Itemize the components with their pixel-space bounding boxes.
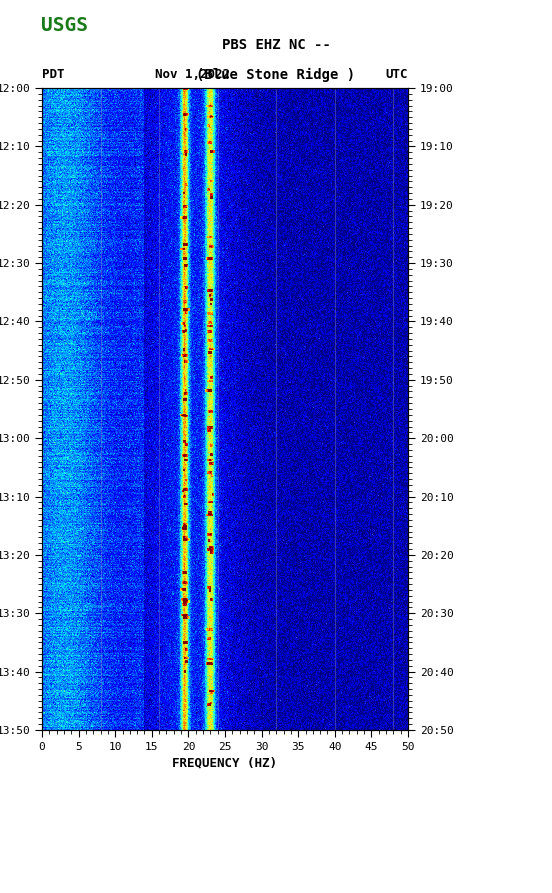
- X-axis label: FREQUENCY (HZ): FREQUENCY (HZ): [173, 756, 278, 769]
- Text: (Blue Stone Ridge ): (Blue Stone Ridge ): [197, 68, 355, 82]
- Circle shape: [25, 10, 34, 20]
- Text: UTC: UTC: [385, 68, 408, 81]
- Text: USGS: USGS: [41, 15, 88, 35]
- Text: PBS EHZ NC --: PBS EHZ NC --: [221, 38, 331, 52]
- Text: PDT: PDT: [42, 68, 65, 81]
- Polygon shape: [6, 6, 36, 40]
- Text: Nov 1,2022: Nov 1,2022: [155, 68, 230, 81]
